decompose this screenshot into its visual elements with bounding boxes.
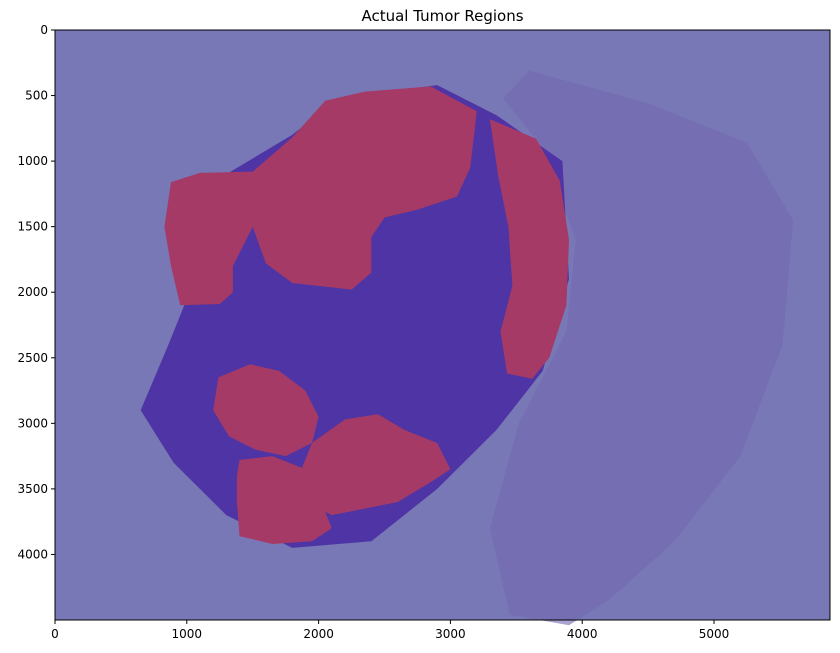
tumor-regions — [164, 86, 569, 544]
y-tick-label: 2500 — [17, 351, 48, 365]
plot-area — [54, 29, 831, 626]
x-tick-label: 4000 — [567, 627, 598, 641]
y-tick-label: 0 — [40, 23, 48, 37]
x-axis: 0 1000 2000 3000 4000 5000 — [51, 620, 729, 641]
y-tick-label: 3500 — [17, 482, 48, 496]
y-tick-label: 2000 — [17, 285, 48, 299]
y-tick-label: 500 — [25, 89, 48, 103]
tumor-region-right — [489, 119, 569, 379]
y-tick-label: 3000 — [17, 416, 48, 430]
x-tick-label: 2000 — [303, 627, 334, 641]
x-tick-label: 1000 — [172, 627, 203, 641]
chart-title: Actual Tumor Regions — [361, 7, 523, 25]
y-tick-label: 1000 — [17, 154, 48, 168]
y-axis: 0 500 1000 1500 2000 2500 3000 3500 4000 — [17, 23, 55, 561]
x-tick-label: 5000 — [699, 627, 730, 641]
plot-frame — [54, 29, 831, 621]
x-tick-label: 0 — [51, 627, 59, 641]
y-tick-label: 1500 — [17, 220, 48, 234]
tumor-region-upper — [164, 86, 477, 306]
tumor-region-lower — [236, 456, 332, 544]
x-tick-label: 3000 — [435, 627, 466, 641]
y-tick-label: 4000 — [17, 547, 48, 561]
tumor-region-middle-right — [298, 414, 451, 516]
stroma-tissue — [489, 70, 794, 626]
tumor-region-middle-left — [213, 364, 319, 457]
